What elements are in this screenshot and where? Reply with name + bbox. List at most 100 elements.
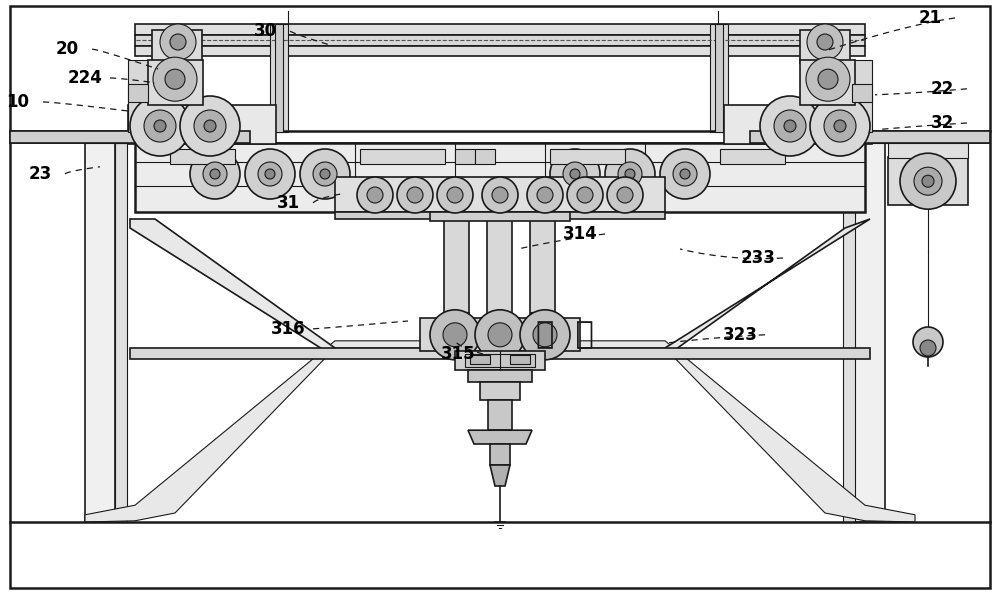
Bar <box>10 131 250 143</box>
Bar <box>715 24 723 132</box>
Bar <box>468 370 532 382</box>
Bar <box>128 60 153 132</box>
Circle shape <box>482 177 518 213</box>
Bar <box>530 219 555 348</box>
Circle shape <box>607 177 643 213</box>
Bar <box>420 318 580 351</box>
Circle shape <box>144 110 176 142</box>
Circle shape <box>204 120 216 132</box>
Circle shape <box>367 187 383 203</box>
Bar <box>465 354 535 367</box>
Circle shape <box>437 177 473 213</box>
Circle shape <box>913 327 943 357</box>
Bar <box>360 149 445 164</box>
Circle shape <box>537 187 553 203</box>
Circle shape <box>130 96 190 156</box>
Circle shape <box>447 187 463 203</box>
Circle shape <box>153 57 197 101</box>
Circle shape <box>407 187 423 203</box>
Text: 314: 314 <box>563 225 597 243</box>
Polygon shape <box>490 465 510 486</box>
Circle shape <box>760 96 820 156</box>
Circle shape <box>900 153 956 209</box>
Text: 21: 21 <box>918 9 942 27</box>
Circle shape <box>920 340 936 356</box>
Bar <box>800 30 850 63</box>
Text: 主  梁: 主 梁 <box>536 320 594 349</box>
Bar <box>455 149 475 164</box>
Circle shape <box>492 187 508 203</box>
Circle shape <box>430 310 480 360</box>
Bar <box>85 131 135 143</box>
Bar <box>855 143 885 522</box>
Bar <box>487 219 512 348</box>
Circle shape <box>533 323 557 347</box>
Circle shape <box>245 149 295 199</box>
Circle shape <box>618 162 642 186</box>
Circle shape <box>320 169 330 179</box>
Bar <box>888 157 968 205</box>
Circle shape <box>357 177 393 213</box>
Circle shape <box>190 149 240 199</box>
Bar <box>135 46 865 56</box>
Text: 23: 23 <box>28 165 52 183</box>
Circle shape <box>567 177 603 213</box>
Circle shape <box>210 169 220 179</box>
Bar <box>115 143 127 522</box>
Circle shape <box>824 110 856 142</box>
Bar <box>85 143 115 522</box>
Text: 224: 224 <box>68 69 102 87</box>
Bar <box>510 355 530 364</box>
Circle shape <box>550 149 600 199</box>
Bar <box>128 84 148 102</box>
Bar <box>530 312 555 321</box>
Bar <box>135 35 865 46</box>
Circle shape <box>810 96 870 156</box>
Bar <box>710 24 728 132</box>
Bar <box>135 24 865 35</box>
Bar <box>852 84 872 102</box>
Circle shape <box>914 167 942 195</box>
Bar <box>724 105 872 144</box>
Circle shape <box>160 24 196 60</box>
Circle shape <box>834 120 846 132</box>
Circle shape <box>520 310 570 360</box>
Circle shape <box>625 169 635 179</box>
Bar <box>470 355 490 364</box>
Bar <box>488 400 512 430</box>
Circle shape <box>817 34 833 50</box>
Bar <box>135 143 865 212</box>
Text: 30: 30 <box>253 22 277 40</box>
Text: 22: 22 <box>930 80 954 98</box>
Text: 233: 233 <box>741 249 775 267</box>
Text: 316: 316 <box>271 320 305 338</box>
Circle shape <box>673 162 697 186</box>
Text: 20: 20 <box>55 40 79 58</box>
Polygon shape <box>555 341 915 522</box>
Circle shape <box>194 110 226 142</box>
Bar <box>847 60 872 132</box>
Text: 315: 315 <box>441 345 475 363</box>
Bar <box>490 444 510 465</box>
Polygon shape <box>468 430 532 444</box>
Bar <box>270 24 288 132</box>
Circle shape <box>660 149 710 199</box>
Polygon shape <box>85 341 445 522</box>
Circle shape <box>300 149 350 199</box>
Bar <box>455 351 545 370</box>
Circle shape <box>475 310 525 360</box>
Circle shape <box>313 162 337 186</box>
Circle shape <box>922 175 934 187</box>
Bar <box>800 60 855 105</box>
Circle shape <box>563 162 587 186</box>
Circle shape <box>617 187 633 203</box>
Circle shape <box>180 96 240 156</box>
Circle shape <box>488 323 512 347</box>
Text: 31: 31 <box>276 194 300 212</box>
Circle shape <box>265 169 275 179</box>
Circle shape <box>806 57 850 101</box>
Bar <box>888 143 968 158</box>
Bar <box>475 149 495 164</box>
Circle shape <box>680 169 690 179</box>
Circle shape <box>570 169 580 179</box>
